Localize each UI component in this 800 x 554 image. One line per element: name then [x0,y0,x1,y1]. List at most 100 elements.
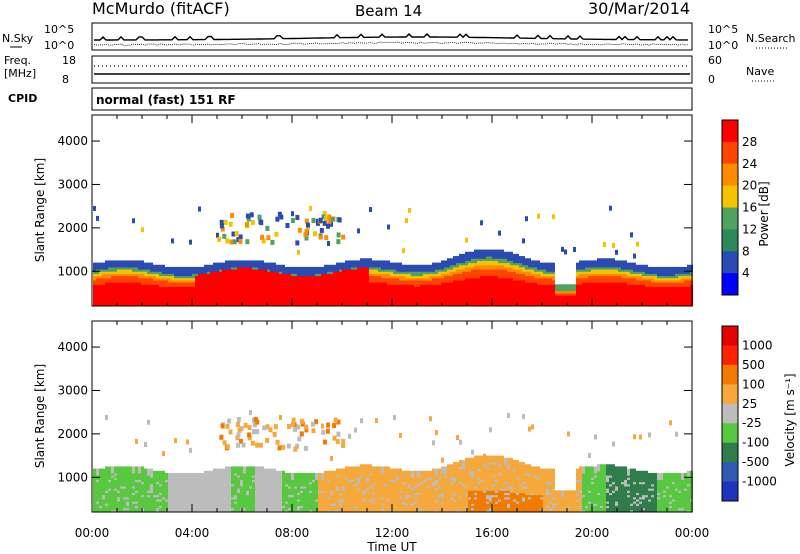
heatmap-cell [141,466,144,474]
heatmap-cell [228,260,231,268]
heatmap-cell [408,264,411,272]
colorbar-tick-label: 16 [742,201,757,215]
heatmap-cell [570,284,573,292]
heatmap-cell [279,214,284,220]
heatmap-cell [129,466,132,474]
colorbar-tick-label: 12 [742,222,757,236]
heatmap-cell [408,207,411,213]
heatmap-cell [171,238,174,244]
heatmap-cell [369,207,372,213]
heatmap-cell [360,258,363,266]
colorbar-tick-label: 28 [742,135,757,149]
heatmap-cell [231,231,236,237]
heatmap-cell [381,260,384,268]
heatmap-cell [504,251,507,259]
heatmap-cell [123,260,126,268]
heatmap-cell [336,232,341,238]
heatmap-cell [633,262,636,270]
heatmap-cell [147,419,150,425]
heatmap-cell [264,262,267,270]
heatmap-cell [276,470,279,478]
heatmap-cell [678,266,681,274]
heatmap-cell [102,262,105,270]
heatmap-cell [531,260,534,268]
heatmap-cell [204,264,207,272]
heatmap-cell [609,205,612,211]
heatmap-cell [666,266,669,274]
heatmap-cell [114,260,117,268]
heatmap-cell [645,264,648,272]
heatmap-cell [309,205,312,211]
heatmap-cell [261,238,266,244]
colorbar-tick-label: 4 [742,266,750,280]
heatmap-cell [483,249,486,257]
nsearch-label: N.Search [746,32,796,45]
heatmap-cell [522,238,525,244]
heatmap-cell [111,260,114,268]
heatmap-cell [240,260,243,268]
heatmap-cell [238,238,243,244]
heatmap-cell [105,260,108,268]
heatmap-cell [304,218,309,224]
beam-title: Beam 14 [355,2,422,20]
heatmap-cell [309,266,312,274]
heatmap-cell [258,466,261,474]
heatmap-cell [501,249,504,257]
heatmap-cell [615,260,618,268]
heatmap-cell [102,468,105,476]
heatmap-cell [267,468,270,476]
freq-tick-low: 8 [62,73,69,86]
heatmap-cell [295,240,300,246]
freq-panel: Freq. [MHz] 18 8 60 0 Nave [4,54,774,86]
heatmap-cell [387,260,390,268]
heatmap-cell [265,225,270,231]
heatmap-cell [132,218,135,224]
nsky-frame [91,22,693,51]
heatmap-cell [228,221,233,227]
heatmap-cell [342,262,345,270]
heatmap-cell [402,264,405,272]
heatmap-cell [255,466,258,474]
freq-frame [91,55,693,84]
heatmap-cell [450,258,453,266]
heatmap-cell [279,264,282,272]
heatmap-cell [216,232,219,238]
heatmap-cell [327,264,330,272]
heatmap-cell [546,262,549,270]
heatmap-cell [507,251,510,259]
heatmap-cell [236,237,241,243]
heatmap-cell [322,210,327,216]
heatmap-cell [249,212,254,218]
heatmap-cell [264,468,267,476]
heatmap-cell [147,468,150,476]
heatmap-cell [304,235,309,241]
heatmap-cell [498,249,501,257]
cpid-label: CPID [8,92,37,105]
heatmap-cell [465,251,468,259]
heatmap-cell [588,260,591,268]
heatmap-cell [258,219,263,225]
heatmap-cell [162,470,165,478]
heatmap-cell [105,466,108,474]
heatmap-cell [354,260,357,268]
heatmap-cell [189,472,192,480]
heatmap-cell [216,262,219,270]
heatmap-cell [96,215,99,221]
heatmap-cell [330,216,335,222]
heatmap-cell [402,248,405,254]
heatmap-cell [129,260,132,268]
heatmap-cell [630,232,633,238]
heatmap-cell [627,262,630,270]
heatmap-cell [663,266,666,274]
heatmap-cell [687,264,690,272]
heatmap-cell [168,472,171,480]
heatmap-cell [405,218,408,224]
heatmap-cell [225,238,230,244]
colorbar-segment [722,229,738,252]
heatmap-cell [138,466,141,474]
heatmap-cell [275,216,280,222]
heatmap-cell [192,472,195,480]
heatmap-cell [396,262,399,270]
